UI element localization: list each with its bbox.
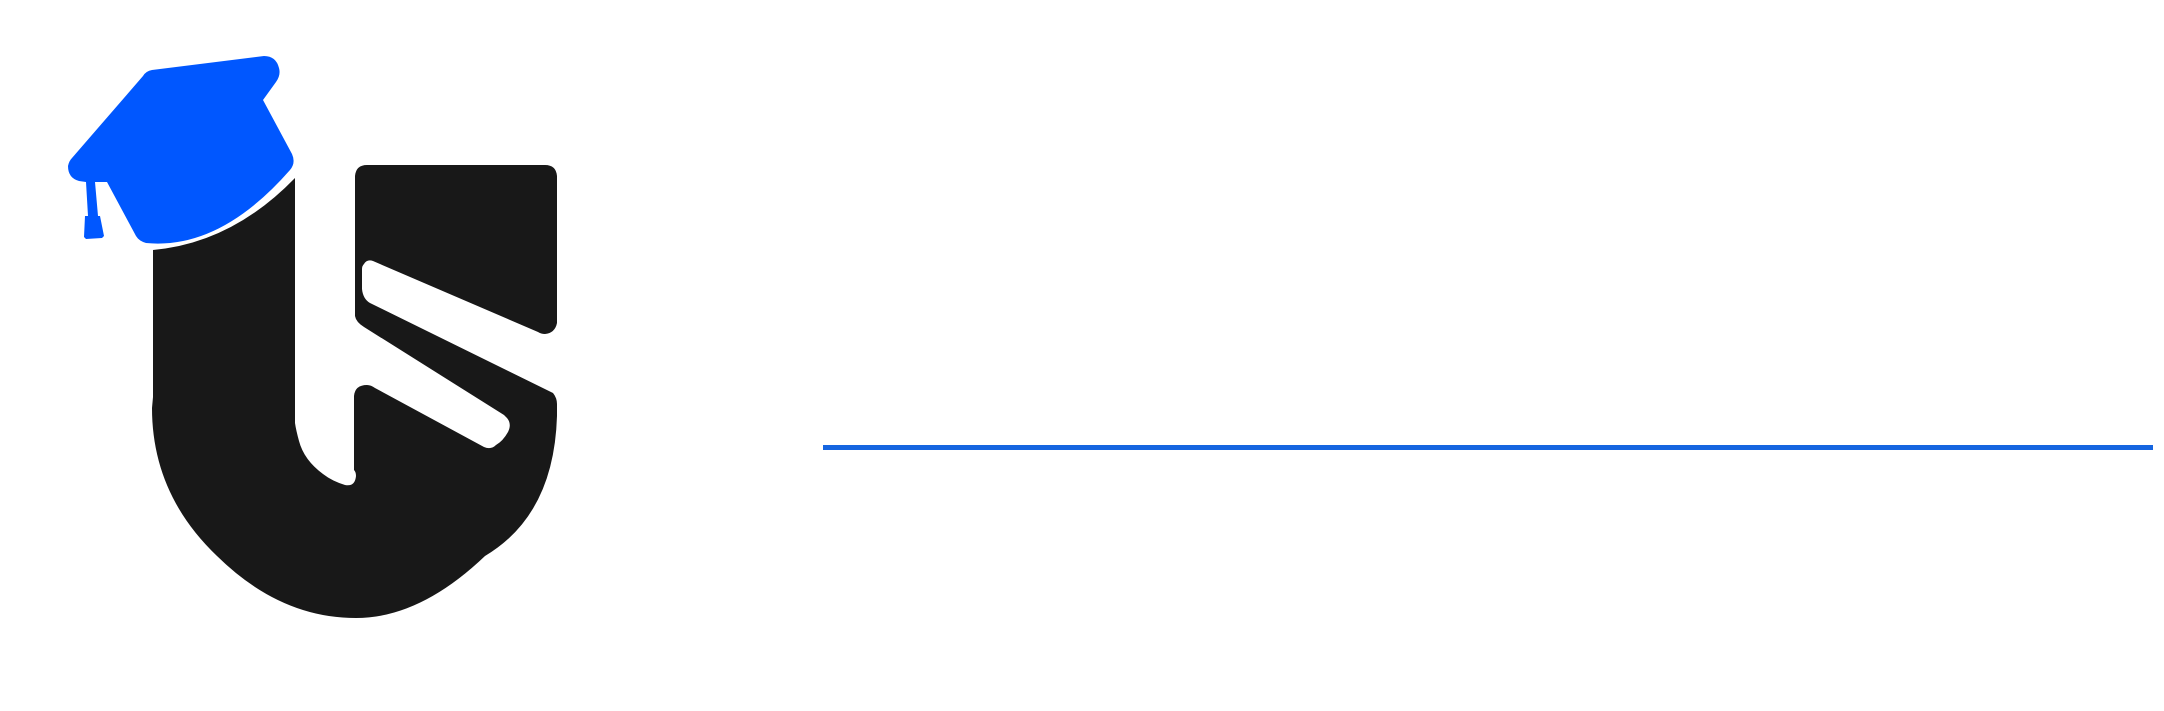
divider-line: [823, 445, 2153, 450]
logo-icon: [68, 56, 557, 618]
graduation-cap-icon: [68, 56, 294, 244]
letter-monogram-icon: [152, 165, 557, 618]
